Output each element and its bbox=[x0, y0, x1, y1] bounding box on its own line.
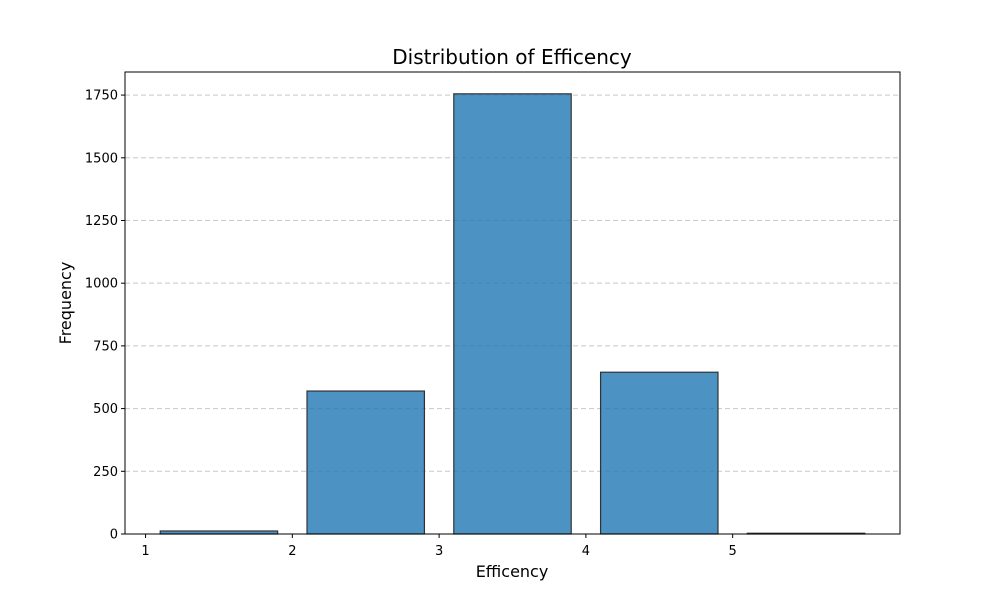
y-tick-label: 250 bbox=[93, 465, 118, 480]
y-tick-label: 1500 bbox=[85, 151, 118, 166]
x-axis-label: Efficency bbox=[476, 562, 549, 581]
x-tick-label: 2 bbox=[288, 544, 296, 559]
x-tick-label: 1 bbox=[141, 544, 149, 559]
y-tick-label: 750 bbox=[93, 339, 118, 354]
bar-bin-4 bbox=[599, 371, 719, 535]
y-axis-label: Frequency bbox=[56, 262, 75, 345]
x-tick-label: 3 bbox=[435, 544, 443, 559]
x-tick-label: 4 bbox=[582, 544, 590, 559]
y-tick-label: 1250 bbox=[85, 214, 118, 229]
plot-frame bbox=[124, 71, 901, 535]
y-tick-label: 1750 bbox=[85, 89, 118, 104]
bars bbox=[159, 93, 866, 535]
bar-bin-3 bbox=[453, 93, 572, 535]
y-tick-label: 500 bbox=[93, 402, 118, 417]
y-axis-ticks: 0 250 500 750 1000 1250 1500 1750 bbox=[85, 89, 125, 543]
x-tick-label: 5 bbox=[729, 544, 737, 559]
x-axis-ticks: 1 2 3 4 5 bbox=[141, 534, 737, 559]
y-tick-label: 0 bbox=[110, 528, 118, 543]
y-tick-label: 1000 bbox=[85, 277, 118, 292]
bar-bin-2 bbox=[306, 390, 426, 535]
chart-title: Distribution of Efficency bbox=[392, 45, 632, 69]
